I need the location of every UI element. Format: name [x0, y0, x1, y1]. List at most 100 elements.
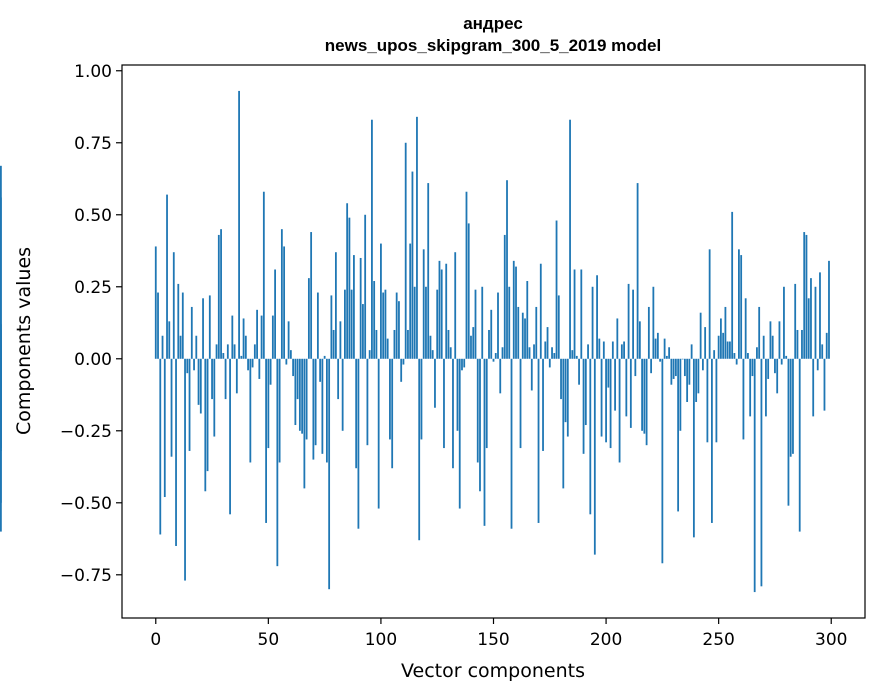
bar-66	[303, 358, 306, 489]
bar-78	[330, 295, 333, 359]
bar-284	[794, 283, 797, 359]
bar-36	[235, 358, 238, 394]
bar-175	[548, 358, 551, 368]
bar-185	[571, 350, 574, 359]
bar-56	[280, 229, 283, 359]
x-tick-label: 200	[590, 630, 622, 650]
bar-84	[344, 289, 346, 359]
bar-26	[213, 358, 216, 437]
bar-67	[305, 358, 308, 440]
bar-145	[481, 286, 484, 359]
bar-76	[325, 358, 328, 463]
bar-209	[625, 358, 628, 417]
bar-77	[328, 358, 331, 590]
bar-164	[524, 318, 526, 359]
bar-19	[197, 358, 200, 405]
bar-40	[244, 335, 247, 359]
bar-208	[623, 341, 625, 359]
bar-212	[632, 289, 634, 359]
bar-64	[298, 358, 301, 431]
bar-88	[353, 255, 355, 359]
bar-255	[729, 341, 731, 359]
bar-213	[634, 358, 637, 377]
bar-undefined	[0, 358, 2, 451]
bar-173	[544, 341, 547, 359]
bar-179	[557, 295, 560, 359]
bar-98	[375, 329, 378, 359]
bar-167	[530, 358, 533, 391]
bar-204	[614, 358, 616, 411]
bars-group	[0, 90, 830, 593]
bar-83	[341, 358, 344, 431]
bar-286	[798, 358, 801, 532]
bar-101	[382, 292, 385, 359]
bar-277	[778, 321, 781, 359]
bar-268	[758, 306, 761, 359]
bar-94	[366, 358, 369, 446]
bar-54	[276, 358, 279, 567]
bar-60	[289, 350, 292, 359]
bar-228	[668, 347, 671, 359]
bar-65	[301, 358, 304, 434]
bar-184	[569, 119, 571, 359]
bar-174	[546, 327, 549, 359]
bar-156	[506, 180, 508, 359]
bar-294	[816, 358, 819, 371]
bar-51	[269, 358, 272, 385]
bar-223	[656, 332, 659, 359]
bar-283	[792, 358, 794, 454]
bar-122	[429, 335, 432, 359]
bar-121	[427, 183, 430, 359]
bar-206	[618, 358, 621, 463]
bar-225	[661, 358, 664, 564]
bar-253	[724, 306, 727, 359]
bar-152	[497, 292, 499, 359]
bar-274	[771, 335, 774, 359]
bar-75	[323, 355, 326, 359]
bar-4	[163, 358, 166, 498]
bar-244	[704, 327, 707, 359]
bar-178	[555, 220, 558, 359]
bar-239	[692, 358, 695, 538]
bar-216	[641, 358, 643, 431]
bar-28	[217, 234, 220, 359]
bar-224	[659, 358, 662, 362]
bar-72	[316, 292, 319, 359]
bar-207	[620, 344, 623, 359]
bar-162	[519, 358, 522, 449]
bar-128	[443, 358, 445, 449]
bar-197	[598, 338, 601, 359]
bar-202	[609, 358, 612, 449]
bar-20	[199, 358, 202, 414]
bar-32	[226, 344, 229, 359]
bar-289	[805, 234, 808, 359]
bar-1	[157, 292, 159, 359]
bar-148	[488, 329, 490, 359]
bar-7	[170, 358, 173, 457]
x-tick-label: 150	[477, 630, 509, 650]
bar-138	[465, 191, 468, 359]
bar-96	[371, 119, 373, 359]
bar-158	[510, 358, 513, 529]
bar-149	[490, 309, 493, 359]
bar-140	[470, 335, 472, 359]
bar-85	[346, 203, 349, 359]
bar-143	[476, 358, 479, 463]
bar-102	[384, 289, 387, 359]
bar-275	[774, 358, 776, 374]
bar-63	[296, 358, 299, 400]
bar-177	[553, 353, 556, 359]
bar-50	[267, 358, 270, 449]
bar-215	[638, 321, 641, 359]
bar-10	[177, 283, 180, 359]
bar-231	[674, 358, 677, 377]
bar-237	[688, 358, 691, 385]
bar-195	[593, 358, 596, 555]
bar-273	[769, 321, 772, 359]
x-tick-label: 250	[702, 630, 734, 650]
bar-9	[175, 358, 177, 546]
bar-163	[521, 312, 524, 359]
bar-74	[321, 358, 324, 454]
bar-262	[744, 298, 747, 359]
bar-109	[400, 358, 403, 382]
